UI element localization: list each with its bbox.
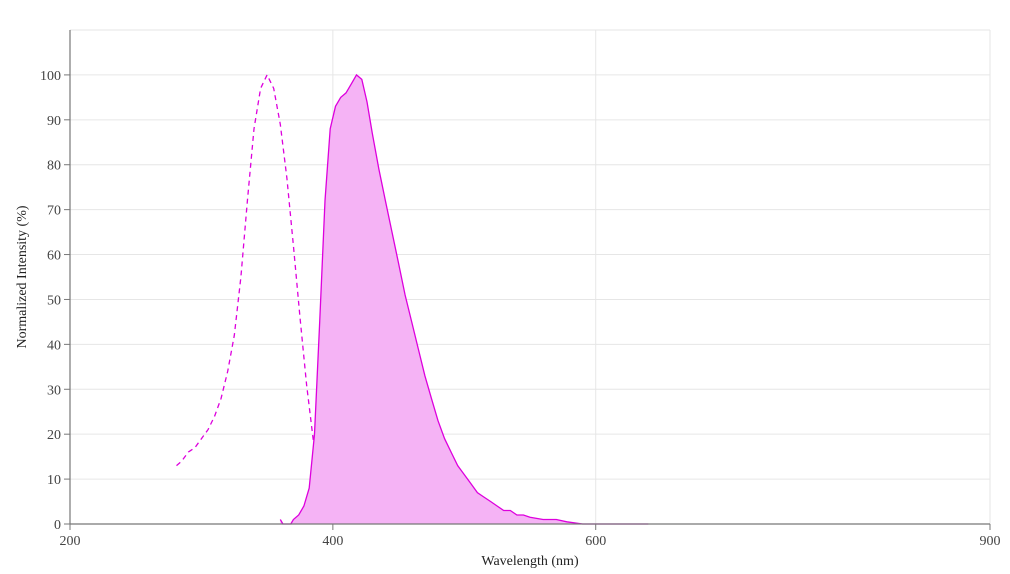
y-tick-label: 30 xyxy=(47,383,61,398)
y-tick-label: 80 xyxy=(47,159,61,174)
y-axis-title: Normalized Intensity (%) xyxy=(15,205,30,348)
series-layer xyxy=(176,73,649,525)
y-tick-label: 70 xyxy=(47,204,61,219)
y-tick-label: 10 xyxy=(47,473,61,488)
x-tick-label: 400 xyxy=(322,534,343,549)
grid xyxy=(70,29,991,524)
emission-series-line xyxy=(279,73,649,525)
y-tick-label: 60 xyxy=(47,249,61,264)
y-tick-label: 90 xyxy=(47,114,61,129)
y-tick-label: 50 xyxy=(47,293,61,308)
y-tick-label: 100 xyxy=(40,69,61,84)
x-tick-label: 600 xyxy=(585,534,606,549)
emission-area-fill xyxy=(280,74,649,525)
y-tick-label: 0 xyxy=(54,518,61,533)
y-tick-label: 40 xyxy=(47,338,61,353)
x-tick-label: 900 xyxy=(980,534,1001,549)
axes: 0 10 20 30 40 50 60 70 80 90 100 200 400 600 900 xyxy=(40,30,1001,549)
x-tick-label: 200 xyxy=(60,534,81,549)
x-axis-title: Wavelength (nm) xyxy=(481,554,579,569)
y-tick-label: 20 xyxy=(47,428,61,443)
